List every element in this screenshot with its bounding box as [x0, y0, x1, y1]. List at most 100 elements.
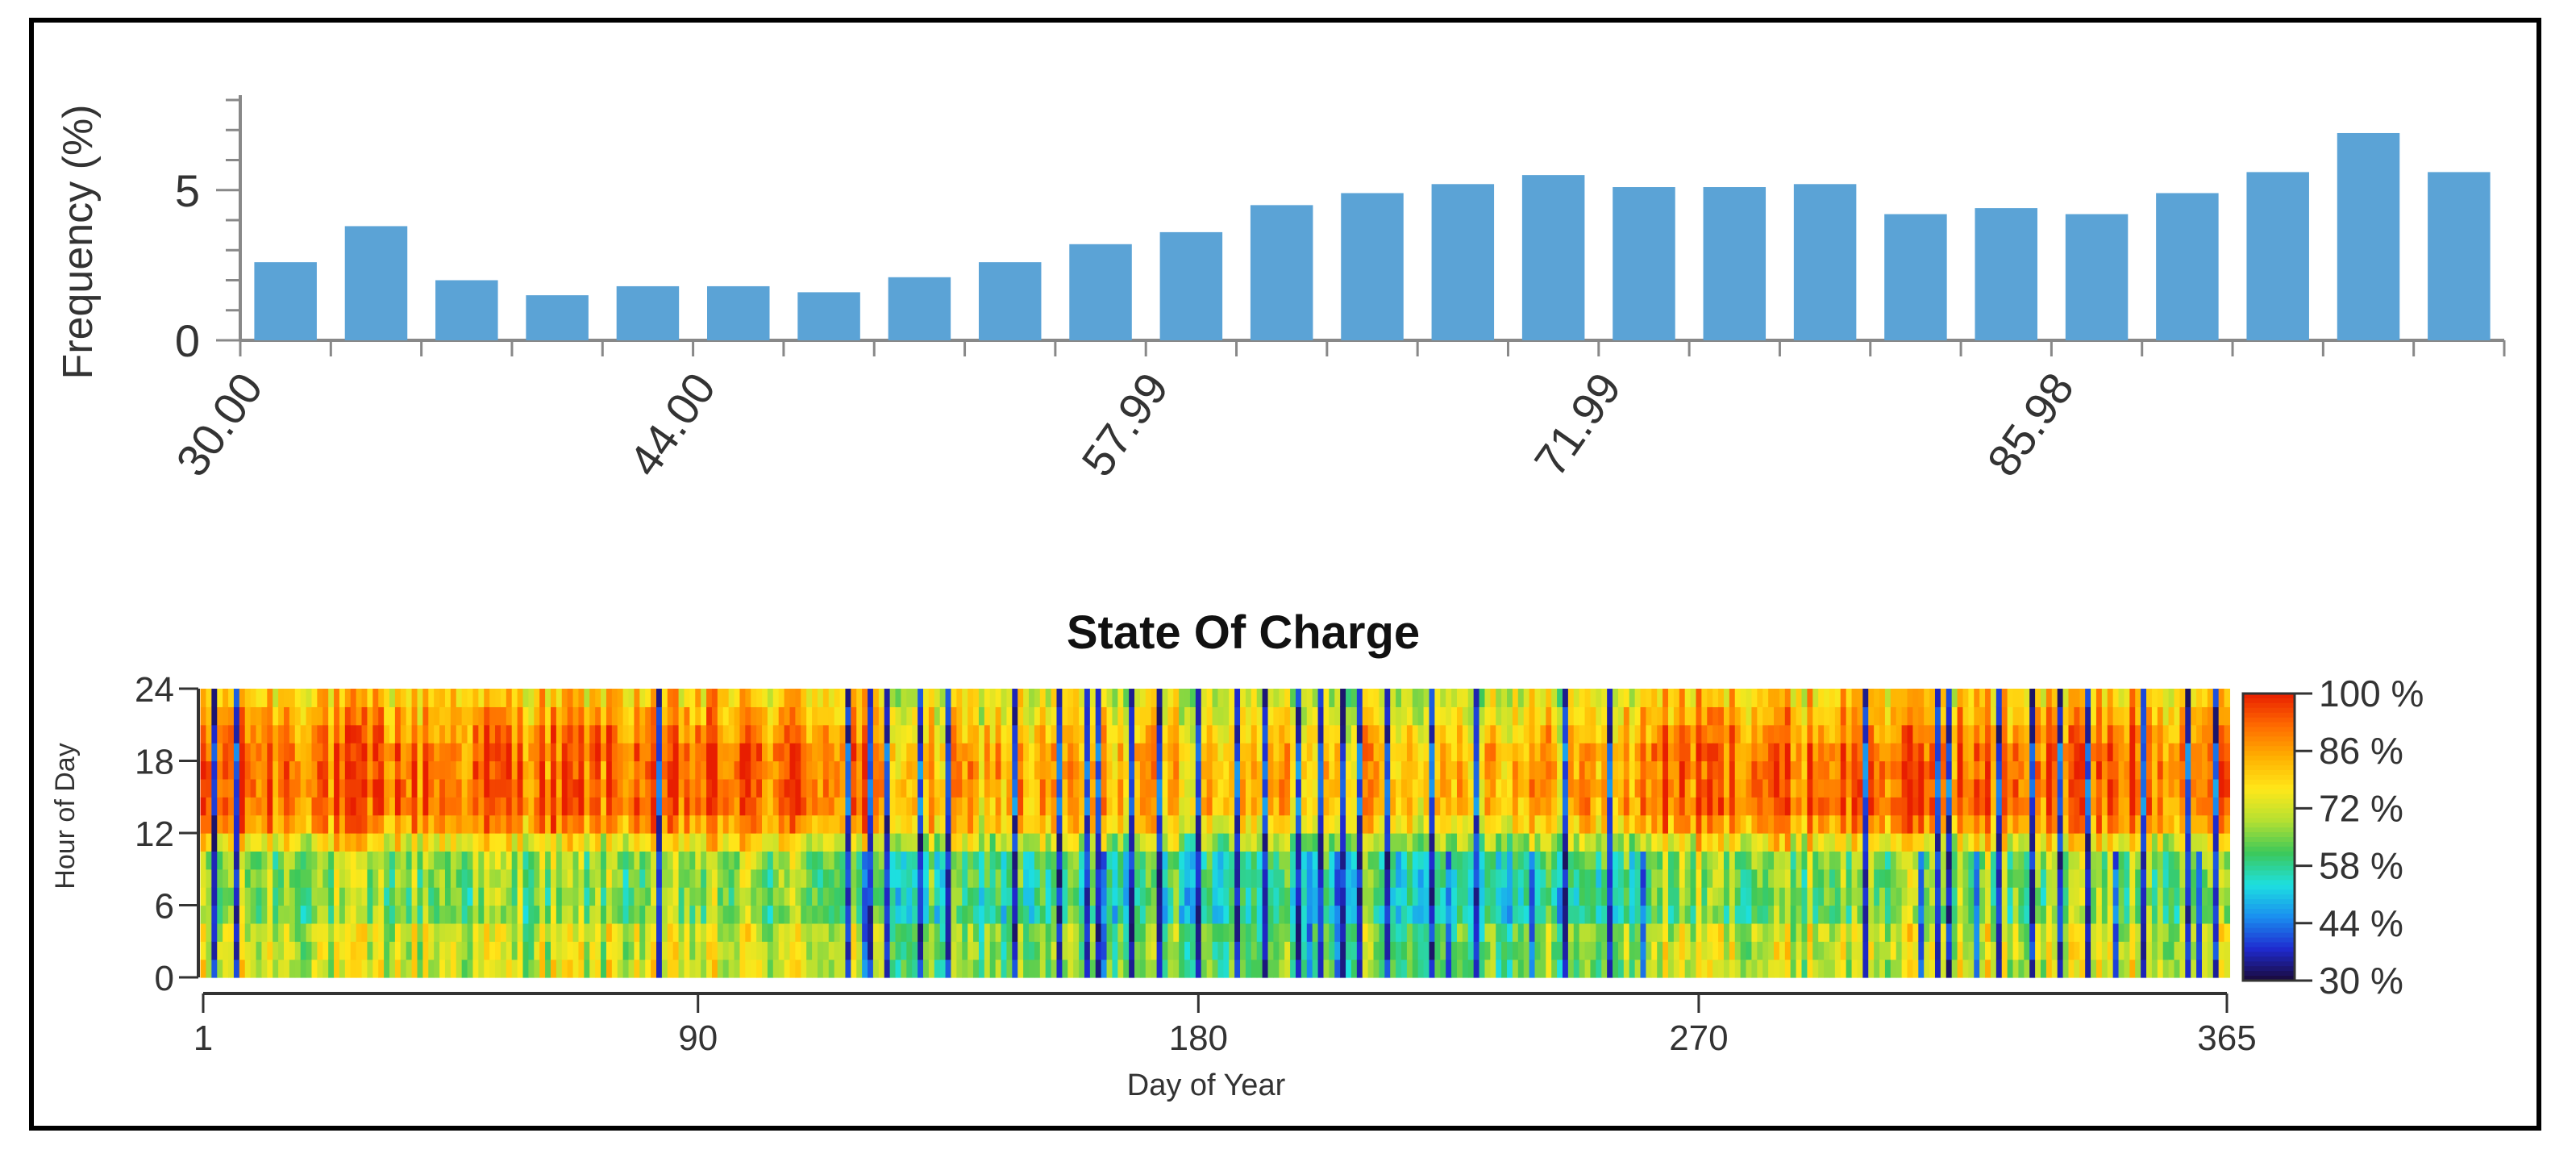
heatmap-cell — [217, 905, 223, 924]
heatmap-cell — [1573, 814, 1580, 834]
heatmap-cell — [628, 797, 635, 816]
heatmap-cell — [1034, 778, 1041, 798]
heatmap-cell — [1473, 724, 1480, 744]
heatmap-cell — [517, 959, 524, 978]
heatmap-cell — [1262, 814, 1269, 834]
heatmap-cell — [361, 887, 368, 906]
heatmap-cell — [778, 743, 785, 762]
heatmap-cell — [1029, 778, 1035, 798]
heatmap-cell — [984, 689, 991, 707]
heatmap-cell — [951, 797, 957, 816]
histogram-bar — [526, 295, 589, 340]
heatmap-cell — [1840, 760, 1847, 780]
heatmap-cell — [1657, 833, 1663, 852]
heatmap-cell — [522, 778, 529, 798]
heatmap-cell — [745, 797, 751, 816]
heatmap-cell — [1490, 743, 1496, 762]
heatmap-cell — [261, 833, 268, 852]
heatmap-cell — [1379, 959, 1385, 978]
heatmap-cell — [378, 706, 385, 726]
heatmap-cell — [256, 689, 262, 707]
heatmap-cell — [622, 833, 630, 852]
heatmap-cell — [1340, 959, 1346, 978]
heatmap-cell — [1034, 706, 1041, 726]
heatmap-cell — [250, 814, 257, 834]
heatmap-cell — [1501, 905, 1508, 924]
heatmap-cell — [511, 887, 518, 906]
heatmap-cell — [1629, 887, 1636, 906]
heatmap-cell — [595, 941, 601, 960]
heatmap-cell — [1712, 868, 1719, 888]
heatmap-cell — [1129, 778, 1135, 798]
heatmap-cell — [1229, 887, 1235, 906]
heatmap-cell — [812, 743, 818, 762]
heatmap-cell — [1640, 923, 1646, 942]
heatmap-cell — [1256, 724, 1263, 744]
heatmap-cell — [1517, 959, 1525, 978]
heatmap-cell — [1613, 760, 1619, 780]
heatmap-cell — [511, 760, 518, 780]
heatmap-cell — [1429, 959, 1435, 978]
heatmap-cell — [1401, 743, 1408, 762]
heatmap-cell — [778, 923, 785, 942]
heatmap-cell — [1534, 868, 1541, 888]
heatmap-cell — [223, 923, 229, 942]
heatmap-cell — [789, 905, 796, 924]
heatmap-cell — [434, 760, 440, 780]
heatmap-cell — [356, 868, 363, 888]
heatmap-cell — [734, 797, 741, 816]
heatmap-cell — [417, 814, 423, 834]
heatmap-cell — [1062, 724, 1068, 744]
heatmap-cell — [1784, 706, 1792, 726]
heatmap-cell — [528, 833, 535, 852]
heatmap-cell — [1023, 851, 1030, 870]
heatmap-cell — [1167, 814, 1174, 834]
heatmap-cell — [934, 743, 941, 762]
heatmap-cell — [1718, 797, 1725, 816]
heatmap-cell — [1746, 833, 1753, 852]
heatmap-cell — [428, 833, 435, 852]
heatmap-cell — [934, 959, 941, 978]
heatmap-cell — [561, 833, 568, 852]
heatmap-cell — [384, 959, 390, 978]
heatmap-cell — [472, 778, 479, 798]
heatmap-cell — [689, 778, 696, 798]
heatmap-cell — [1896, 959, 1903, 978]
heatmap-cell — [1467, 689, 1475, 707]
heatmap-cell — [406, 689, 413, 707]
heatmap-cell — [1784, 851, 1792, 870]
heatmap-cell — [895, 959, 901, 978]
heatmap-cell — [406, 959, 413, 978]
heatmap-cell — [1734, 833, 1742, 852]
heatmap-cell — [1857, 814, 1863, 834]
heatmap-cell — [1651, 778, 1658, 798]
heatmap-cell — [895, 689, 901, 707]
heatmap-cell — [1557, 941, 1563, 960]
heatmap-cell — [1101, 941, 1108, 960]
heatmap-cell — [1696, 851, 1702, 870]
heatmap-cell — [1601, 778, 1608, 798]
heatmap-cell — [1901, 743, 1908, 762]
heatmap-cell — [1623, 868, 1630, 888]
heatmap-cell — [561, 941, 568, 960]
heatmap-cell — [1051, 778, 1058, 798]
heatmap-cell — [567, 743, 574, 762]
heatmap-cell — [1295, 959, 1302, 978]
heatmap-cell — [1462, 743, 1469, 762]
heatmap-cell — [228, 724, 235, 744]
heatmap-cell — [1350, 689, 1358, 707]
heatmap-cell — [868, 778, 874, 798]
heatmap-cell — [561, 851, 568, 870]
heatmap-cell — [1834, 743, 1841, 762]
heatmap-cell — [233, 797, 240, 816]
heatmap-cell — [1145, 778, 1152, 798]
heatmap-cell — [361, 814, 368, 834]
heatmap-cell — [239, 905, 246, 924]
heatmap-cell — [1740, 797, 1747, 816]
heatmap-cell — [478, 778, 485, 798]
heatmap-cell — [1356, 778, 1363, 798]
heatmap-cell — [1479, 868, 1486, 888]
heatmap-cell — [1256, 887, 1263, 906]
heatmap-cell — [1350, 724, 1358, 744]
